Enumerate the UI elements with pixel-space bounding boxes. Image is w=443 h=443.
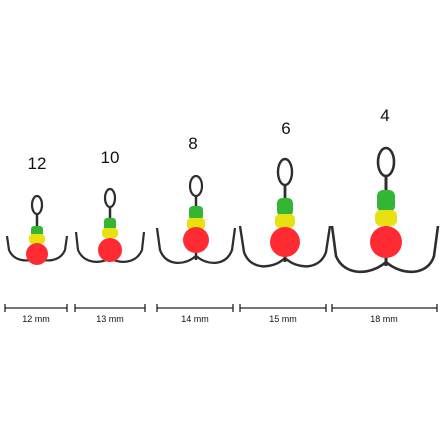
treble-hook-4 — [330, 146, 440, 274]
scale-bar-6 — [239, 304, 327, 312]
treble-hook-12 — [5, 194, 69, 265]
scale-bar-8 — [156, 304, 234, 312]
hook-length-label-10: 13 mm — [96, 314, 124, 324]
scale-bar-4 — [331, 304, 438, 312]
treble-hook-8 — [155, 174, 237, 264]
hook-length-label-12: 12 mm — [22, 314, 50, 324]
hook-size-label-8: 8 — [188, 134, 198, 153]
scale-bar-12 — [4, 304, 68, 312]
scale-bar-10 — [74, 304, 146, 312]
hook-length-label-6: 15 mm — [269, 314, 297, 324]
scale-bars — [4, 304, 438, 312]
hook-length-label-4: 18 mm — [370, 314, 398, 324]
hook-size-label-12: 12 — [27, 154, 47, 173]
hook-size-label-10: 10 — [100, 148, 120, 167]
treble-hook-6 — [238, 157, 332, 268]
hook-size-label-6: 6 — [281, 119, 291, 138]
hook-size-label-4: 4 — [380, 106, 390, 125]
treble-hook-10 — [74, 187, 146, 263]
hook-length-label-8: 14 mm — [181, 314, 209, 324]
